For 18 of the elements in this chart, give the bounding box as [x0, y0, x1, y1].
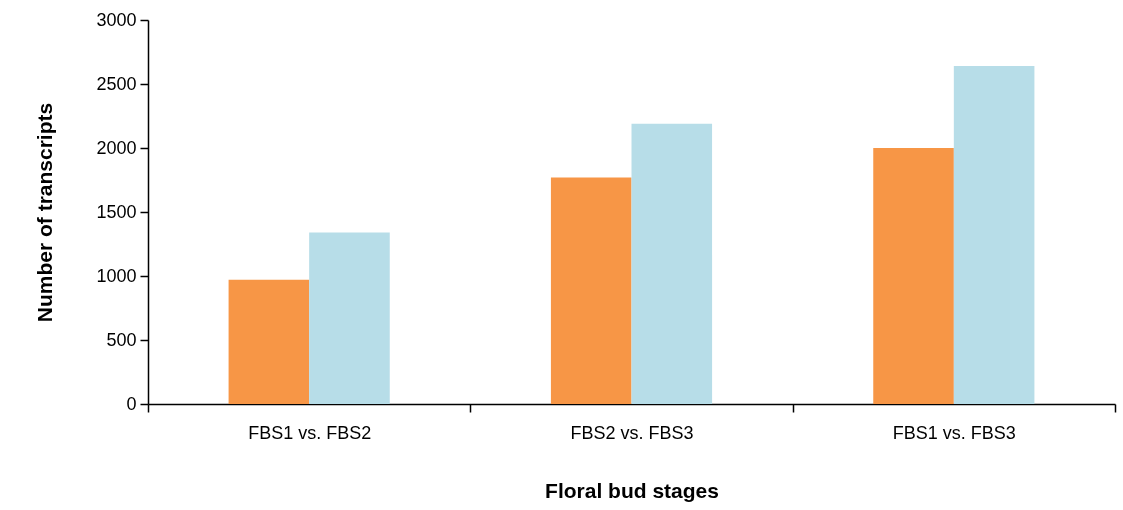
x-axis-title: Floral bud stages: [545, 478, 719, 502]
x-tick-label: FBS1 vs. FBS2: [248, 422, 372, 443]
bar: [309, 232, 390, 404]
x-tick-label: FBS1 vs. FBS3: [892, 422, 1016, 443]
bar: [953, 66, 1035, 404]
y-tick-label: 1500: [96, 201, 137, 222]
bar: [550, 177, 632, 404]
y-tick-label: 1000: [96, 265, 137, 286]
y-tick-label: 0: [126, 393, 137, 414]
bar: [631, 123, 713, 404]
y-tick-label: 2000: [96, 137, 137, 158]
y-tick-label: 500: [106, 329, 137, 350]
y-tick-label: 3000: [96, 9, 137, 30]
y-tick-label: 2500: [96, 73, 137, 94]
x-tick-label: FBS2 vs. FBS3: [570, 422, 694, 443]
bar: [228, 279, 310, 404]
y-axis-title: Number of transcripts: [33, 102, 57, 323]
bar: [873, 148, 954, 404]
